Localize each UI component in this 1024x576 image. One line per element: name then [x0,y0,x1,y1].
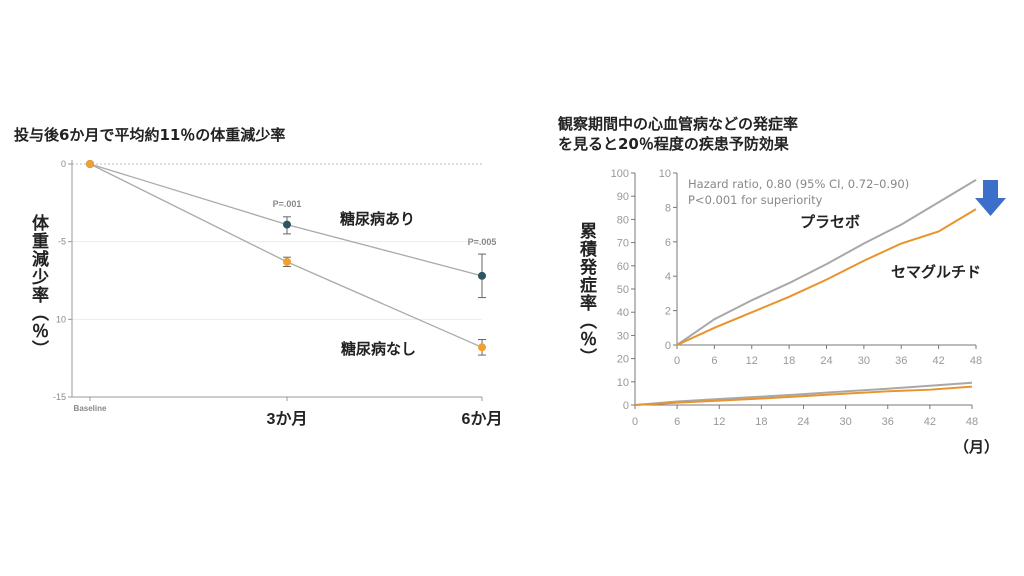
y-tick-label: 0 [61,159,66,169]
main-x-tick-label: 6 [674,416,680,428]
inset-series-line [676,179,977,346]
label-semaglutide: セマグルチド [891,263,982,281]
main-y-tick-label: 40 [617,307,629,319]
inset-y-tick-label: 4 [665,271,671,283]
main-x-tick-label: 0 [632,416,638,428]
inset-y-tick-label: 10 [659,168,671,180]
main-y-tick-label: 90 [617,191,629,203]
data-point [86,160,94,168]
main-x-tick-label: 42 [924,416,936,428]
main-x-tick-label: 24 [797,416,809,428]
x-axis-unit: （月） [954,438,1000,456]
y-tick-label: -5 [58,237,66,247]
main-x-tick-label: 36 [882,416,894,428]
main-y-tick-label: 20 [617,354,629,366]
right-y-axis-label: 累積発症率（％） [576,222,596,366]
y-tick-label: -15 [53,392,66,402]
data-point [283,220,291,229]
inset-y-tick-label: 6 [665,237,671,249]
main-series-line [634,385,973,406]
left-y-axis-label: 体重減少率（％） [28,214,48,358]
weight-loss-chart: 0 -5 10 -15 Baseline 3か月 6か月 P=.001 P=.005 [53,159,503,428]
label-with-diabetes: 糖尿病あり [340,210,416,228]
main-x-tick-label: 12 [713,416,725,428]
down-arrow-icon [975,180,1006,216]
x-tick-label: 3か月 [267,410,308,428]
inset-y-tick-label: 8 [665,202,671,214]
inset-x-tick-label: 0 [674,355,680,367]
main-y-tick-label: 100 [611,168,629,180]
main-series-line [634,381,973,406]
p-value-label: P=.005 [468,237,497,247]
label-placebo: プラセボ [800,213,861,231]
x-tick-label: Baseline [74,404,107,413]
inset-x-tick-label: 36 [895,355,907,367]
data-point [478,343,486,352]
p-value-text: P<0.001 for superiority [688,193,823,207]
inset-x-tick-label: 24 [820,355,832,367]
inset-series-line [676,208,977,346]
left-chart-title: 投与後6か月で平均約11％の体重減少率 [14,126,286,144]
main-y-tick-label: 60 [617,261,629,273]
main-y-tick-label: 10 [617,377,629,389]
inset-x-tick-label: 30 [858,355,870,367]
main-y-tick-label: 70 [617,238,629,250]
main-y-tick-label: 30 [617,330,629,342]
inset-x-tick-label: 18 [783,355,795,367]
hazard-ratio-text: Hazard ratio, 0.80 (95% CI, 0.72–0.90) [688,177,910,191]
data-point [283,257,291,266]
inset-x-tick-label: 12 [746,355,758,367]
inset-x-tick-label: 48 [970,355,982,367]
x-tick-label: 6か月 [462,410,503,428]
right-chart-title-line1: 観察期間中の心血管病などの発症率 [558,115,799,133]
right-chart-title-line2: を見ると20％程度の疾患予防効果 [558,135,789,153]
main-x-tick-label: 48 [966,416,978,428]
main-x-tick-label: 30 [840,416,852,428]
p-value-label: P=.001 [273,199,302,209]
inset-y-tick-label: 2 [665,306,671,318]
data-point [478,271,486,280]
y-tick-label: 10 [56,314,66,324]
label-without-diabetes: 糖尿病なし [341,340,417,358]
inset-x-tick-label: 6 [711,355,717,367]
main-y-tick-label: 0 [623,400,629,412]
main-y-tick-label: 50 [617,284,629,296]
inset-x-tick-label: 42 [933,355,945,367]
inset-y-tick-label: 0 [665,340,671,352]
main-y-tick-label: 80 [617,214,629,226]
hazard-ratio-note: Hazard ratio, 0.80 (95% CI, 0.72–0.90) P… [688,176,909,208]
main-x-tick-label: 18 [755,416,767,428]
